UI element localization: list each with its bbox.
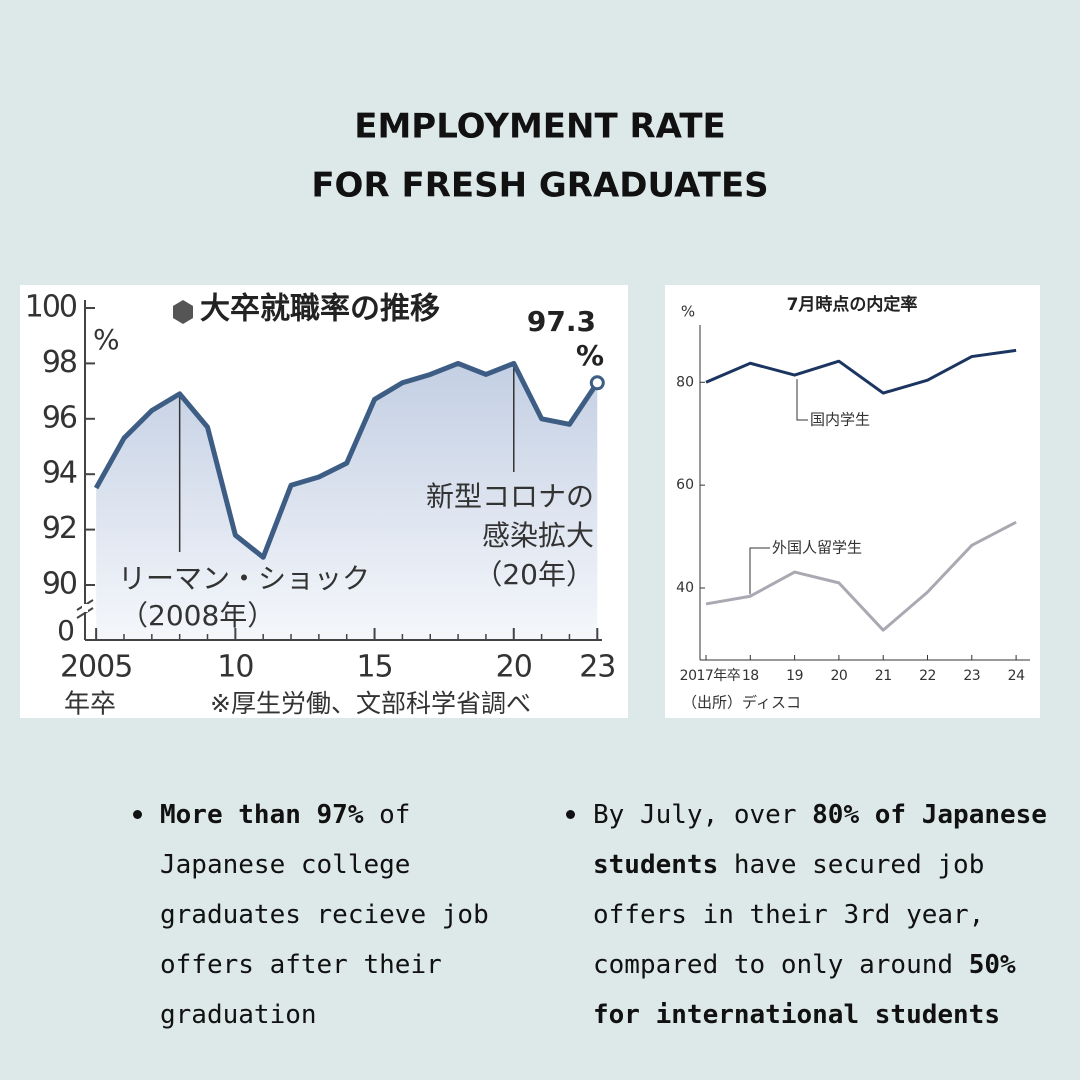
data-label-unit: % bbox=[576, 339, 604, 372]
data-line bbox=[705, 520, 1017, 632]
bullet-text: By July, over bbox=[593, 800, 813, 830]
source: （出所）ディスコ bbox=[682, 694, 801, 712]
y-tick-label: 80 bbox=[676, 374, 694, 390]
bullet: By July, over 80% of Japanese students h… bbox=[566, 790, 1073, 1040]
bullet-dot bbox=[566, 810, 575, 819]
x-tick-label: 19 bbox=[786, 668, 803, 684]
series-leader bbox=[749, 547, 770, 595]
end-marker bbox=[589, 375, 605, 391]
chart-panel bbox=[665, 285, 1040, 718]
x-tick-label: 2005 bbox=[60, 650, 132, 685]
title-line: FOR FRESH GRADUATES bbox=[311, 166, 768, 206]
x-tick-label: 18 bbox=[742, 668, 759, 684]
area-fill bbox=[96, 363, 598, 640]
y-tick-label: 60 bbox=[676, 477, 694, 493]
source: ※厚生労働、文部科学省調べ bbox=[210, 689, 531, 718]
bullet: More than 97% of Japanese college gradua… bbox=[133, 790, 530, 1040]
data-label: 97.3 bbox=[527, 305, 596, 338]
title-icon bbox=[173, 300, 193, 324]
y-tick-label: 40 bbox=[676, 580, 694, 596]
y-tick-label: 96 bbox=[42, 400, 77, 435]
bullet-text: 50% for international students bbox=[593, 950, 1016, 1030]
x-tick-label: 23 bbox=[963, 668, 980, 684]
bullet-text: of Japanese college graduates recieve jo… bbox=[160, 800, 489, 1030]
y-unit: % bbox=[93, 323, 120, 356]
y-unit: % bbox=[681, 303, 695, 321]
x-axis-label: 年卒 bbox=[64, 690, 116, 720]
bullet-text: have secured job offers in their 3rd yea… bbox=[593, 850, 985, 980]
x-tick-label: 22 bbox=[919, 668, 936, 684]
bullet-dot bbox=[133, 810, 142, 819]
series-leader bbox=[796, 379, 808, 421]
series-label: 外国人留学生 bbox=[772, 539, 862, 557]
annotation: リーマン・ショック bbox=[118, 562, 370, 595]
x-tick-label: 10 bbox=[217, 650, 253, 685]
y-tick-label: 100 bbox=[25, 290, 77, 325]
y-tick-label: 92 bbox=[42, 511, 76, 546]
title-line: EMPLOYMENT RATE bbox=[354, 107, 726, 147]
axis-break-gap bbox=[82, 604, 88, 612]
y-tick-label: 94 bbox=[42, 456, 77, 491]
chart-title: 7月時点の内定率 bbox=[787, 294, 918, 315]
annotation: 新型コロナの bbox=[426, 480, 594, 513]
x-tick-label: 21 bbox=[875, 668, 892, 684]
series-label: 国内学生 bbox=[810, 411, 870, 429]
y-tick-label: 90 bbox=[42, 567, 77, 602]
x-tick-label: 2017年卒 bbox=[680, 668, 741, 684]
annotation: 感染拡大 bbox=[482, 519, 594, 552]
y-tick-label: 98 bbox=[42, 345, 77, 380]
x-tick-label: 24 bbox=[1008, 668, 1025, 684]
bullet-text: 80% of Japanese students bbox=[593, 800, 1047, 880]
x-tick-label: 20 bbox=[830, 668, 847, 684]
bullet-text: More than 97% bbox=[160, 800, 364, 830]
annotation: （2008年） bbox=[120, 599, 275, 632]
annotation: （20年） bbox=[474, 558, 594, 591]
data-line bbox=[93, 360, 600, 560]
chart-title: 大卒就職率の推移 bbox=[200, 292, 440, 327]
x-tick-label: 23 bbox=[579, 650, 615, 685]
data-line bbox=[705, 348, 1017, 395]
x-tick-label: 20 bbox=[496, 650, 532, 685]
x-tick-label: 15 bbox=[356, 650, 392, 685]
y-break-label: 0 bbox=[57, 614, 75, 647]
